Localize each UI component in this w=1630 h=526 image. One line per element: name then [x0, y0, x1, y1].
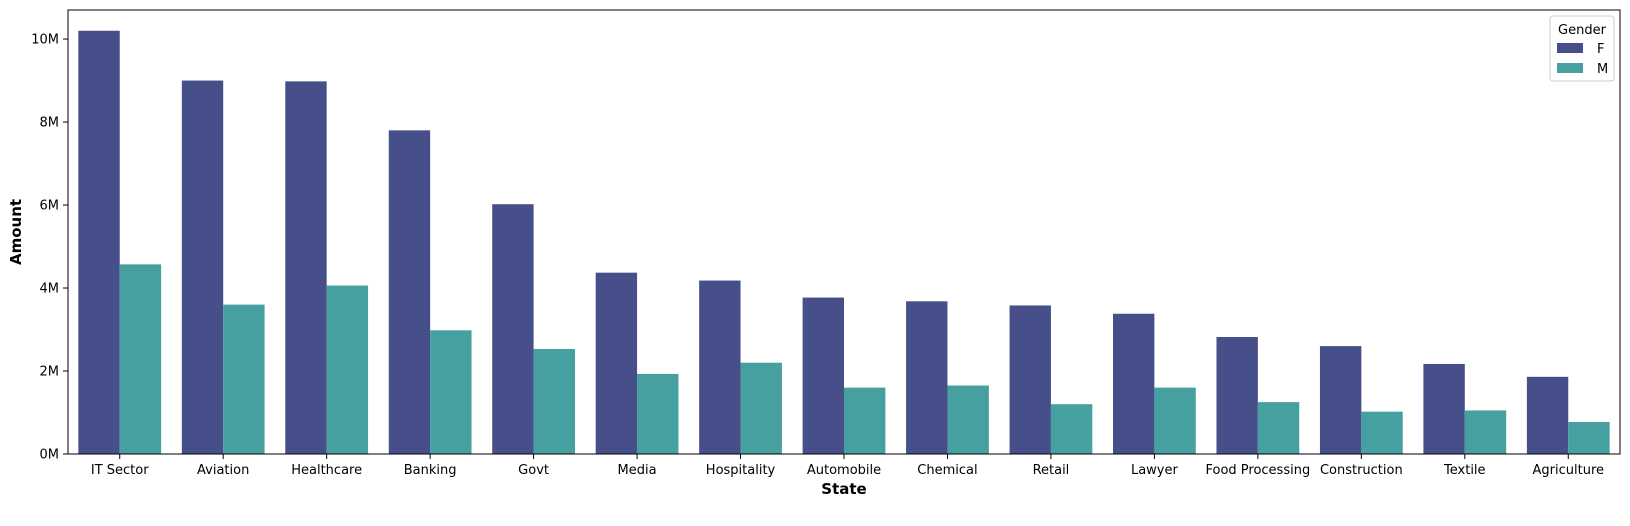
x-tick-label: Construction [1320, 463, 1403, 478]
bar-automobile-f [802, 297, 844, 454]
bar-lawyer-f [1113, 313, 1155, 454]
bar-it-sector-m [119, 264, 162, 454]
x-tick-label: Lawyer [1131, 463, 1179, 478]
bar-media-f [595, 272, 638, 454]
y-axis: 0M 2M 4M 6M 8M 10M [31, 33, 68, 463]
bar-construction-f [1319, 346, 1362, 454]
x-axis: IT Sector Aviation Healthcare Banking Govt Me… [91, 454, 1604, 478]
bar-agriculture-f [1526, 376, 1569, 454]
legend-title: Gender [1558, 23, 1607, 38]
x-tick-label: Healthcare [291, 463, 362, 478]
legend: Gender F M [1549, 15, 1615, 82]
legend-label-m: M [1597, 62, 1608, 77]
bar-construction-m [1361, 411, 1403, 454]
bar-healthcare-f [285, 81, 327, 455]
bar-govt-m [533, 349, 575, 454]
bar-hospitality-f [699, 280, 741, 454]
bar-food-processing-f [1216, 336, 1258, 454]
bar-healthcare-m [326, 285, 369, 454]
y-tick-label: 10M [31, 33, 59, 48]
bar-retail-f [1009, 305, 1051, 454]
y-tick-label: 6M [40, 199, 60, 214]
bar-retail-m [1050, 404, 1093, 454]
y-tick-label: 4M [40, 282, 60, 297]
x-tick-label: Textile [1443, 463, 1486, 478]
x-tick-label: Aviation [197, 463, 249, 478]
x-tick-label: Retail [1033, 463, 1070, 478]
bar-banking-m [430, 330, 472, 454]
bar-media-m [637, 373, 679, 454]
legend-swatch-f [1557, 43, 1583, 53]
bar-govt-f [492, 204, 534, 454]
legend-label-f: F [1597, 42, 1604, 57]
bar-hospitality-m [740, 362, 782, 454]
x-tick-label: Food Processing [1205, 463, 1310, 478]
x-tick-label: Agriculture [1533, 463, 1605, 478]
y-tick-label: 8M [40, 116, 60, 131]
x-tick-label: Media [618, 463, 657, 478]
x-tick-label: Govt [518, 463, 549, 478]
bar-chemical-m [947, 385, 989, 454]
bar-aviation-f [181, 80, 224, 454]
bar-banking-f [388, 130, 431, 454]
bar-automobile-m [844, 387, 886, 454]
bar-it-sector-f [78, 30, 120, 454]
x-axis-title: State [821, 480, 866, 498]
x-tick-label: IT Sector [91, 463, 149, 478]
x-tick-label: Hospitality [706, 463, 776, 478]
bar-textile-f [1423, 363, 1465, 454]
y-tick-label: 2M [40, 365, 60, 380]
bar-food-processing-m [1257, 402, 1300, 454]
bar-agriculture-m [1568, 422, 1610, 454]
bar-aviation-m [223, 304, 265, 454]
x-tick-label: Chemical [917, 463, 977, 478]
bar-chemical-f [906, 301, 948, 454]
x-tick-label: Automobile [807, 463, 881, 478]
x-tick-label: Banking [404, 463, 457, 478]
bar-textile-m [1464, 410, 1507, 454]
bar-lawyer-m [1154, 387, 1196, 454]
bars-layer [78, 30, 1610, 455]
legend-swatch-m [1557, 63, 1583, 73]
y-axis-title: Amount [7, 199, 25, 265]
y-tick-label: 0M [40, 448, 60, 463]
